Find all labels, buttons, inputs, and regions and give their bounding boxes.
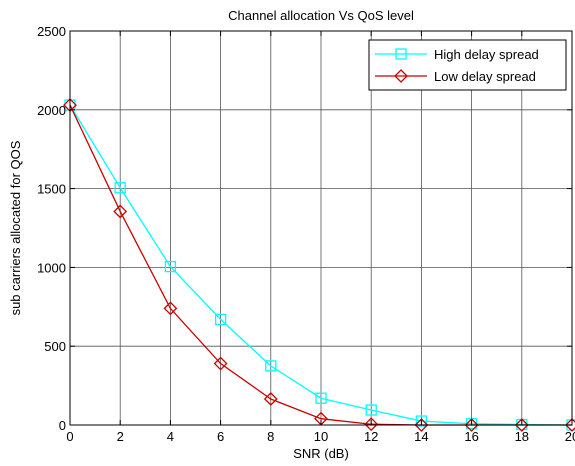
- x-tick-label: 10: [314, 429, 328, 444]
- legend-label-high: High delay spread: [434, 47, 539, 62]
- series-line: [69, 104, 573, 426]
- grid-vertical: [119, 31, 523, 425]
- y-tick-label: 2500: [37, 24, 66, 39]
- x-tick-label: 16: [464, 429, 478, 444]
- legend: High delay spread Low delay spread: [368, 39, 567, 91]
- data-point-square: [265, 360, 277, 372]
- data-point-diamond: [263, 392, 278, 406]
- data-point-diamond: [213, 356, 228, 371]
- data-point-diamond: [565, 418, 575, 432]
- y-ticks: 0 500 1000 1500 2000 2500: [37, 24, 572, 433]
- x-tick-label: 6: [217, 429, 224, 444]
- x-ticks: 0 2 4 6 8 10 12 14 16 18 20: [66, 31, 575, 444]
- data-point-square: [164, 260, 177, 273]
- x-tick-label: 2: [117, 429, 124, 444]
- data-point-square: [315, 392, 327, 404]
- data-point-square: [365, 404, 377, 416]
- legend-label-low: Low delay spread: [434, 69, 536, 84]
- data-point-diamond: [364, 417, 379, 432]
- x-tick-label: 18: [515, 429, 529, 444]
- x-tick-label: 0: [66, 429, 73, 444]
- x-tick-label: 12: [364, 429, 378, 444]
- y-tick-label: 500: [44, 339, 66, 354]
- data-point-diamond: [464, 418, 479, 432]
- data-point-diamond: [113, 204, 128, 219]
- chart-title: Channel allocation Vs QoS level: [228, 8, 414, 23]
- x-tick-label: 14: [414, 429, 428, 444]
- y-tick-label: 1500: [37, 182, 66, 197]
- y-tick-label: 2000: [37, 103, 66, 118]
- x-tick-label: 4: [167, 429, 174, 444]
- x-axis-label: SNR (dB): [293, 446, 349, 461]
- legend-marker-diamond: [394, 69, 408, 83]
- x-tick-label: 8: [267, 429, 274, 444]
- data-point-diamond: [514, 418, 529, 432]
- data-point-diamond: [163, 301, 178, 316]
- legend-entry-high-delay-spread: High delay spread: [375, 47, 539, 62]
- legend-entry-low-delay-spread: Low delay spread: [375, 69, 536, 84]
- y-axis-label: sub carriers allocated for QOS: [8, 140, 23, 315]
- data-point-square: [415, 415, 428, 427]
- legend-marker-square: [395, 48, 407, 60]
- x-tick-label: 20: [565, 429, 575, 444]
- y-tick-label: 0: [59, 418, 66, 433]
- grid-horizontal: [70, 109, 572, 347]
- data-point-square: [114, 182, 126, 194]
- data-point-square: [214, 313, 227, 326]
- data-point-diamond: [414, 418, 429, 432]
- y-tick-label: 1000: [37, 260, 66, 275]
